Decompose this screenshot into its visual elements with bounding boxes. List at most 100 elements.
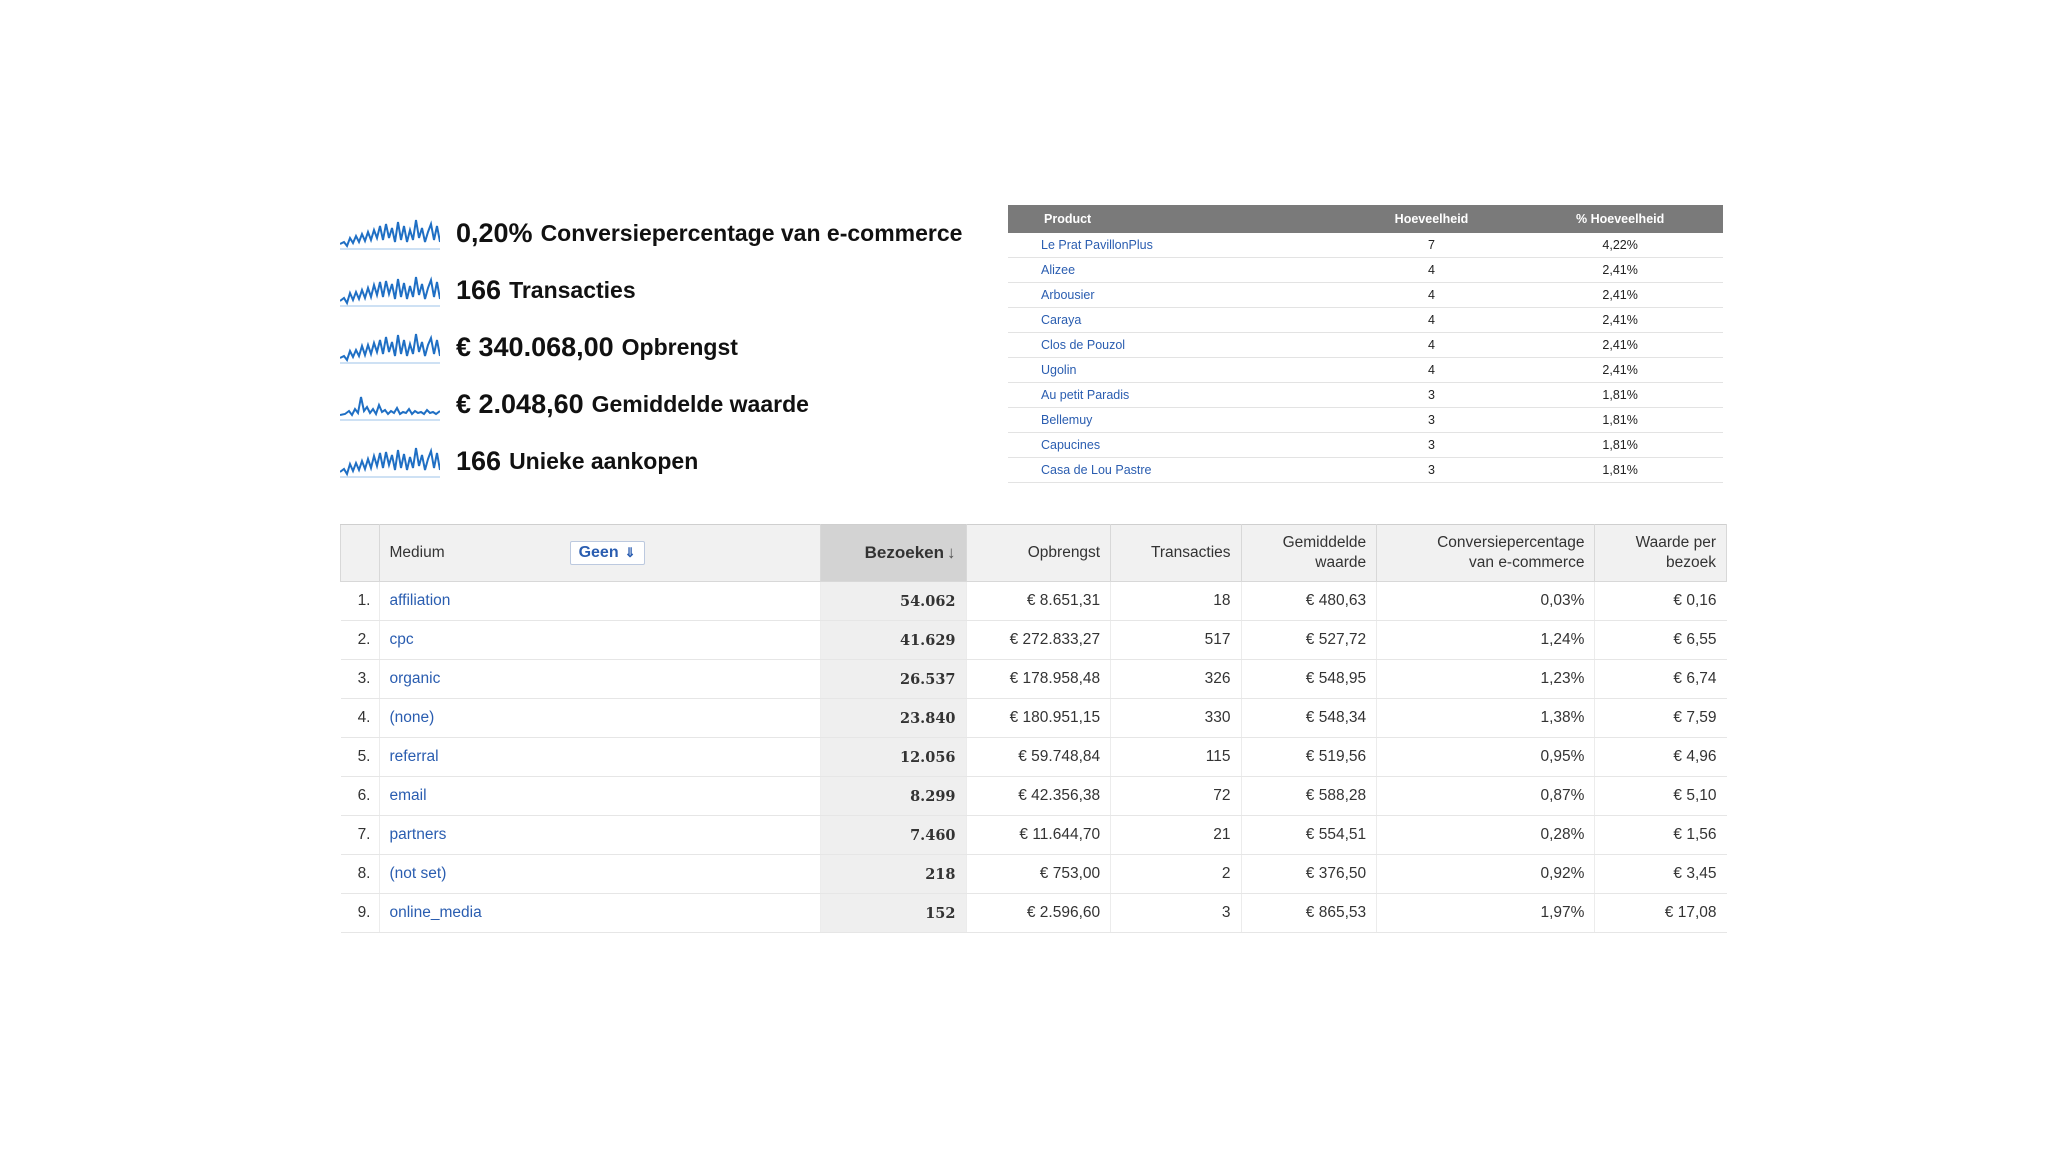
visits-cell: 152 (819, 893, 966, 933)
transactions-cell: 115 (1110, 737, 1242, 777)
table-row: Au petit Paradis 3 1,81% (1008, 382, 1723, 408)
visits-cell: 12.056 (819, 737, 966, 777)
transactions-cell: 326 (1110, 659, 1242, 699)
visits-cell: 26.537 (819, 659, 966, 699)
conversion-cell: 1,97% (1376, 893, 1595, 933)
header-line: van e-commerce (1469, 554, 1585, 571)
header-line: Conversiepercentage (1437, 534, 1585, 551)
quantity-cell: 3 (1345, 432, 1518, 458)
row-index: 2. (340, 620, 379, 660)
quantity-cell: 4 (1345, 307, 1518, 333)
product-link[interactable]: Bellemuy (1008, 407, 1346, 433)
table-row: 4. (none) 23.840 € 180.951,15 330 € 548,… (340, 698, 1727, 738)
metric-unique-purchases: 166 Unieke aankopen (340, 433, 1000, 490)
average-value-cell: € 527,72 (1240, 620, 1377, 660)
product-column-header[interactable]: Product (1008, 205, 1346, 233)
medium-link[interactable]: referral (378, 737, 820, 777)
visits-cell: 54.062 (819, 581, 966, 621)
transactions-cell: 3 (1110, 893, 1242, 933)
revenue-cell: € 59.748,84 (965, 737, 1111, 777)
metric-label: Unieke aankopen (509, 448, 699, 474)
transactions-cell: 517 (1110, 620, 1242, 660)
revenue-cell: € 178.958,48 (965, 659, 1111, 699)
conversion-column-header[interactable]: Conversiepercentage van e-commerce (1376, 524, 1596, 582)
chevron-down-icon: ⇓ (624, 545, 636, 560)
metric-value: € 340.068,00 (456, 332, 614, 362)
header-line: waarde (1315, 554, 1367, 571)
value-per-visit-cell: € 17,08 (1594, 893, 1727, 933)
row-index: 3. (340, 659, 379, 699)
average-value-cell: € 548,34 (1240, 698, 1377, 738)
pct-cell: 2,41% (1517, 282, 1723, 308)
arrow-down-icon: ↓ (947, 543, 956, 562)
product-link[interactable]: Casa de Lou Pastre (1008, 457, 1346, 483)
medium-link[interactable]: organic (378, 659, 820, 699)
product-link[interactable]: Capucines (1008, 432, 1346, 458)
pct-quantity-column-header[interactable]: % Hoeveelheid (1517, 205, 1723, 233)
conversion-cell: 0,87% (1376, 776, 1595, 816)
sparkline-icon[interactable] (340, 444, 440, 480)
table-row: Le Prat PavillonPlus 7 4,22% (1008, 233, 1723, 258)
revenue-column-header[interactable]: Opbrengst (965, 524, 1112, 582)
product-link[interactable]: Le Prat PavillonPlus (1008, 233, 1346, 258)
value-per-visit-cell: € 5,10 (1594, 776, 1727, 816)
medium-link[interactable]: online_media (378, 893, 820, 933)
quantity-cell: 7 (1345, 233, 1518, 258)
product-link[interactable]: Caraya (1008, 307, 1346, 333)
average-value-column-header[interactable]: Gemiddelde waarde (1240, 524, 1378, 582)
metric-label: Opbrengst (621, 334, 738, 360)
table-row: Ugolin 4 2,41% (1008, 357, 1723, 383)
medium-link[interactable]: (none) (378, 698, 820, 738)
metric-label: Conversiepercentage van e-commerce (540, 220, 963, 246)
average-value-cell: € 865,53 (1240, 893, 1377, 933)
product-link[interactable]: Ugolin (1008, 357, 1346, 383)
header-line: Gemiddelde (1282, 534, 1367, 551)
medium-column-header: Medium Geen ⇓ (378, 524, 821, 582)
conversion-cell: 1,24% (1376, 620, 1595, 660)
row-index: 8. (340, 854, 379, 894)
visits-column-header[interactable]: Bezoeken ↓ (819, 524, 967, 582)
conversion-cell: 0,95% (1376, 737, 1595, 777)
table-row: Casa de Lou Pastre 3 1,81% (1008, 457, 1723, 483)
pct-cell: 1,81% (1517, 407, 1723, 433)
medium-link[interactable]: affiliation (378, 581, 820, 621)
report-table-header: Medium Geen ⇓ Bezoeken ↓ Opbrengst Transa… (340, 524, 1727, 582)
table-row: 1. affiliation 54.062 € 8.651,31 18 € 48… (340, 581, 1727, 621)
medium-link[interactable]: cpc (378, 620, 820, 660)
quantity-cell: 4 (1345, 282, 1518, 308)
product-link[interactable]: Clos de Pouzol (1008, 332, 1346, 358)
value-per-visit-column-header[interactable]: Waarde per bezoek (1594, 524, 1727, 582)
revenue-cell: € 2.596,60 (965, 893, 1111, 933)
product-link[interactable]: Arbousier (1008, 282, 1346, 308)
visits-cell: 7.460 (819, 815, 966, 855)
medium-link[interactable]: (not set) (378, 854, 820, 894)
medium-link[interactable]: partners (378, 815, 820, 855)
product-table-header: Product Hoeveelheid % Hoeveelheid (1008, 205, 1723, 233)
medium-link[interactable]: email (378, 776, 820, 816)
sparkline-icon[interactable] (340, 273, 440, 309)
value-per-visit-cell: € 0,16 (1594, 581, 1727, 621)
row-index: 9. (340, 893, 379, 933)
pct-cell: 4,22% (1517, 233, 1723, 258)
table-row: Clos de Pouzol 4 2,41% (1008, 332, 1723, 358)
metric-value: 0,20% (456, 218, 533, 248)
average-value-cell: € 554,51 (1240, 815, 1377, 855)
transactions-column-header[interactable]: Transacties (1110, 524, 1242, 582)
conversion-cell: 0,03% (1376, 581, 1595, 621)
product-link[interactable]: Alizee (1008, 257, 1346, 283)
quantity-cell: 3 (1345, 457, 1518, 483)
medium-header-label[interactable]: Medium (389, 544, 445, 561)
sparkline-icon[interactable] (340, 330, 440, 366)
table-row: Arbousier 4 2,41% (1008, 282, 1723, 308)
quantity-column-header[interactable]: Hoeveelheid (1345, 205, 1518, 233)
secondary-dimension-select[interactable]: Geen ⇓ (569, 541, 645, 565)
revenue-cell: € 753,00 (965, 854, 1111, 894)
metric-label: Transacties (509, 277, 636, 303)
row-index: 4. (340, 698, 379, 738)
sparkline-icon[interactable] (340, 387, 440, 423)
pct-cell: 2,41% (1517, 357, 1723, 383)
product-link[interactable]: Au petit Paradis (1008, 382, 1346, 408)
sparkline-icon[interactable] (340, 216, 440, 252)
visits-cell: 23.840 (819, 698, 966, 738)
row-index: 7. (340, 815, 379, 855)
